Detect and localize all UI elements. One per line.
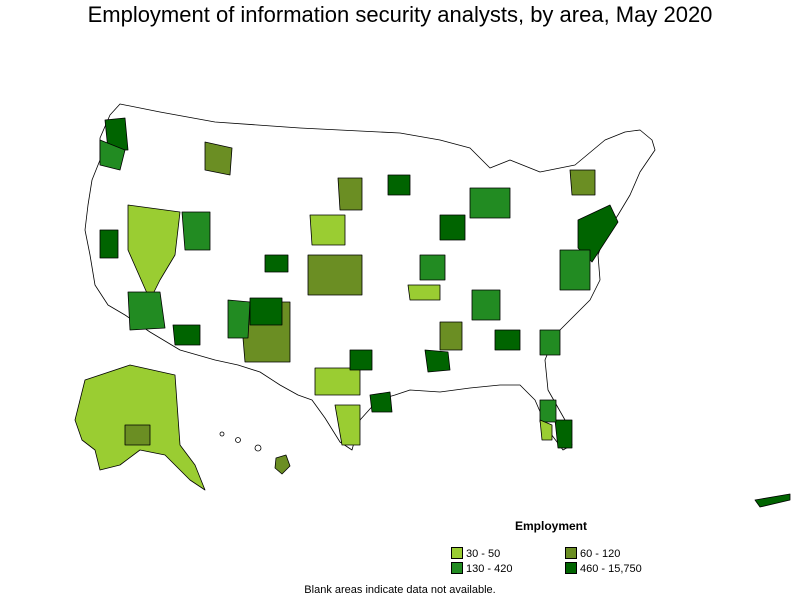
legend-label: 130 - 420 bbox=[466, 563, 513, 575]
footnote: Blank areas indicate data not available. bbox=[304, 584, 496, 596]
hawaii-kauai bbox=[219, 431, 225, 437]
legend-swatch bbox=[565, 562, 577, 574]
hawaii-oahu bbox=[235, 437, 241, 443]
legend-label: 30 - 50 bbox=[466, 548, 501, 560]
legend-label: 60 - 120 bbox=[580, 548, 621, 560]
legend-item-30-50: 30 - 50 bbox=[451, 547, 500, 561]
puerto-rico bbox=[754, 493, 791, 508]
legend-swatch bbox=[451, 547, 463, 559]
legend-swatch bbox=[451, 562, 463, 574]
hawaii-big-island bbox=[274, 454, 291, 475]
legend-item-60-120: 60 - 120 bbox=[565, 547, 620, 561]
hawaii-maui bbox=[254, 444, 262, 452]
map-title: Employment of information security analy… bbox=[87, 2, 713, 27]
legend-title: Employment bbox=[515, 519, 588, 533]
legend-label: 460 - 15,750 bbox=[580, 563, 642, 575]
legend-swatch bbox=[565, 547, 577, 559]
legend-item-460-15750: 460 - 15,750 bbox=[565, 562, 642, 576]
legend-item-130-420: 130 - 420 bbox=[451, 562, 512, 576]
